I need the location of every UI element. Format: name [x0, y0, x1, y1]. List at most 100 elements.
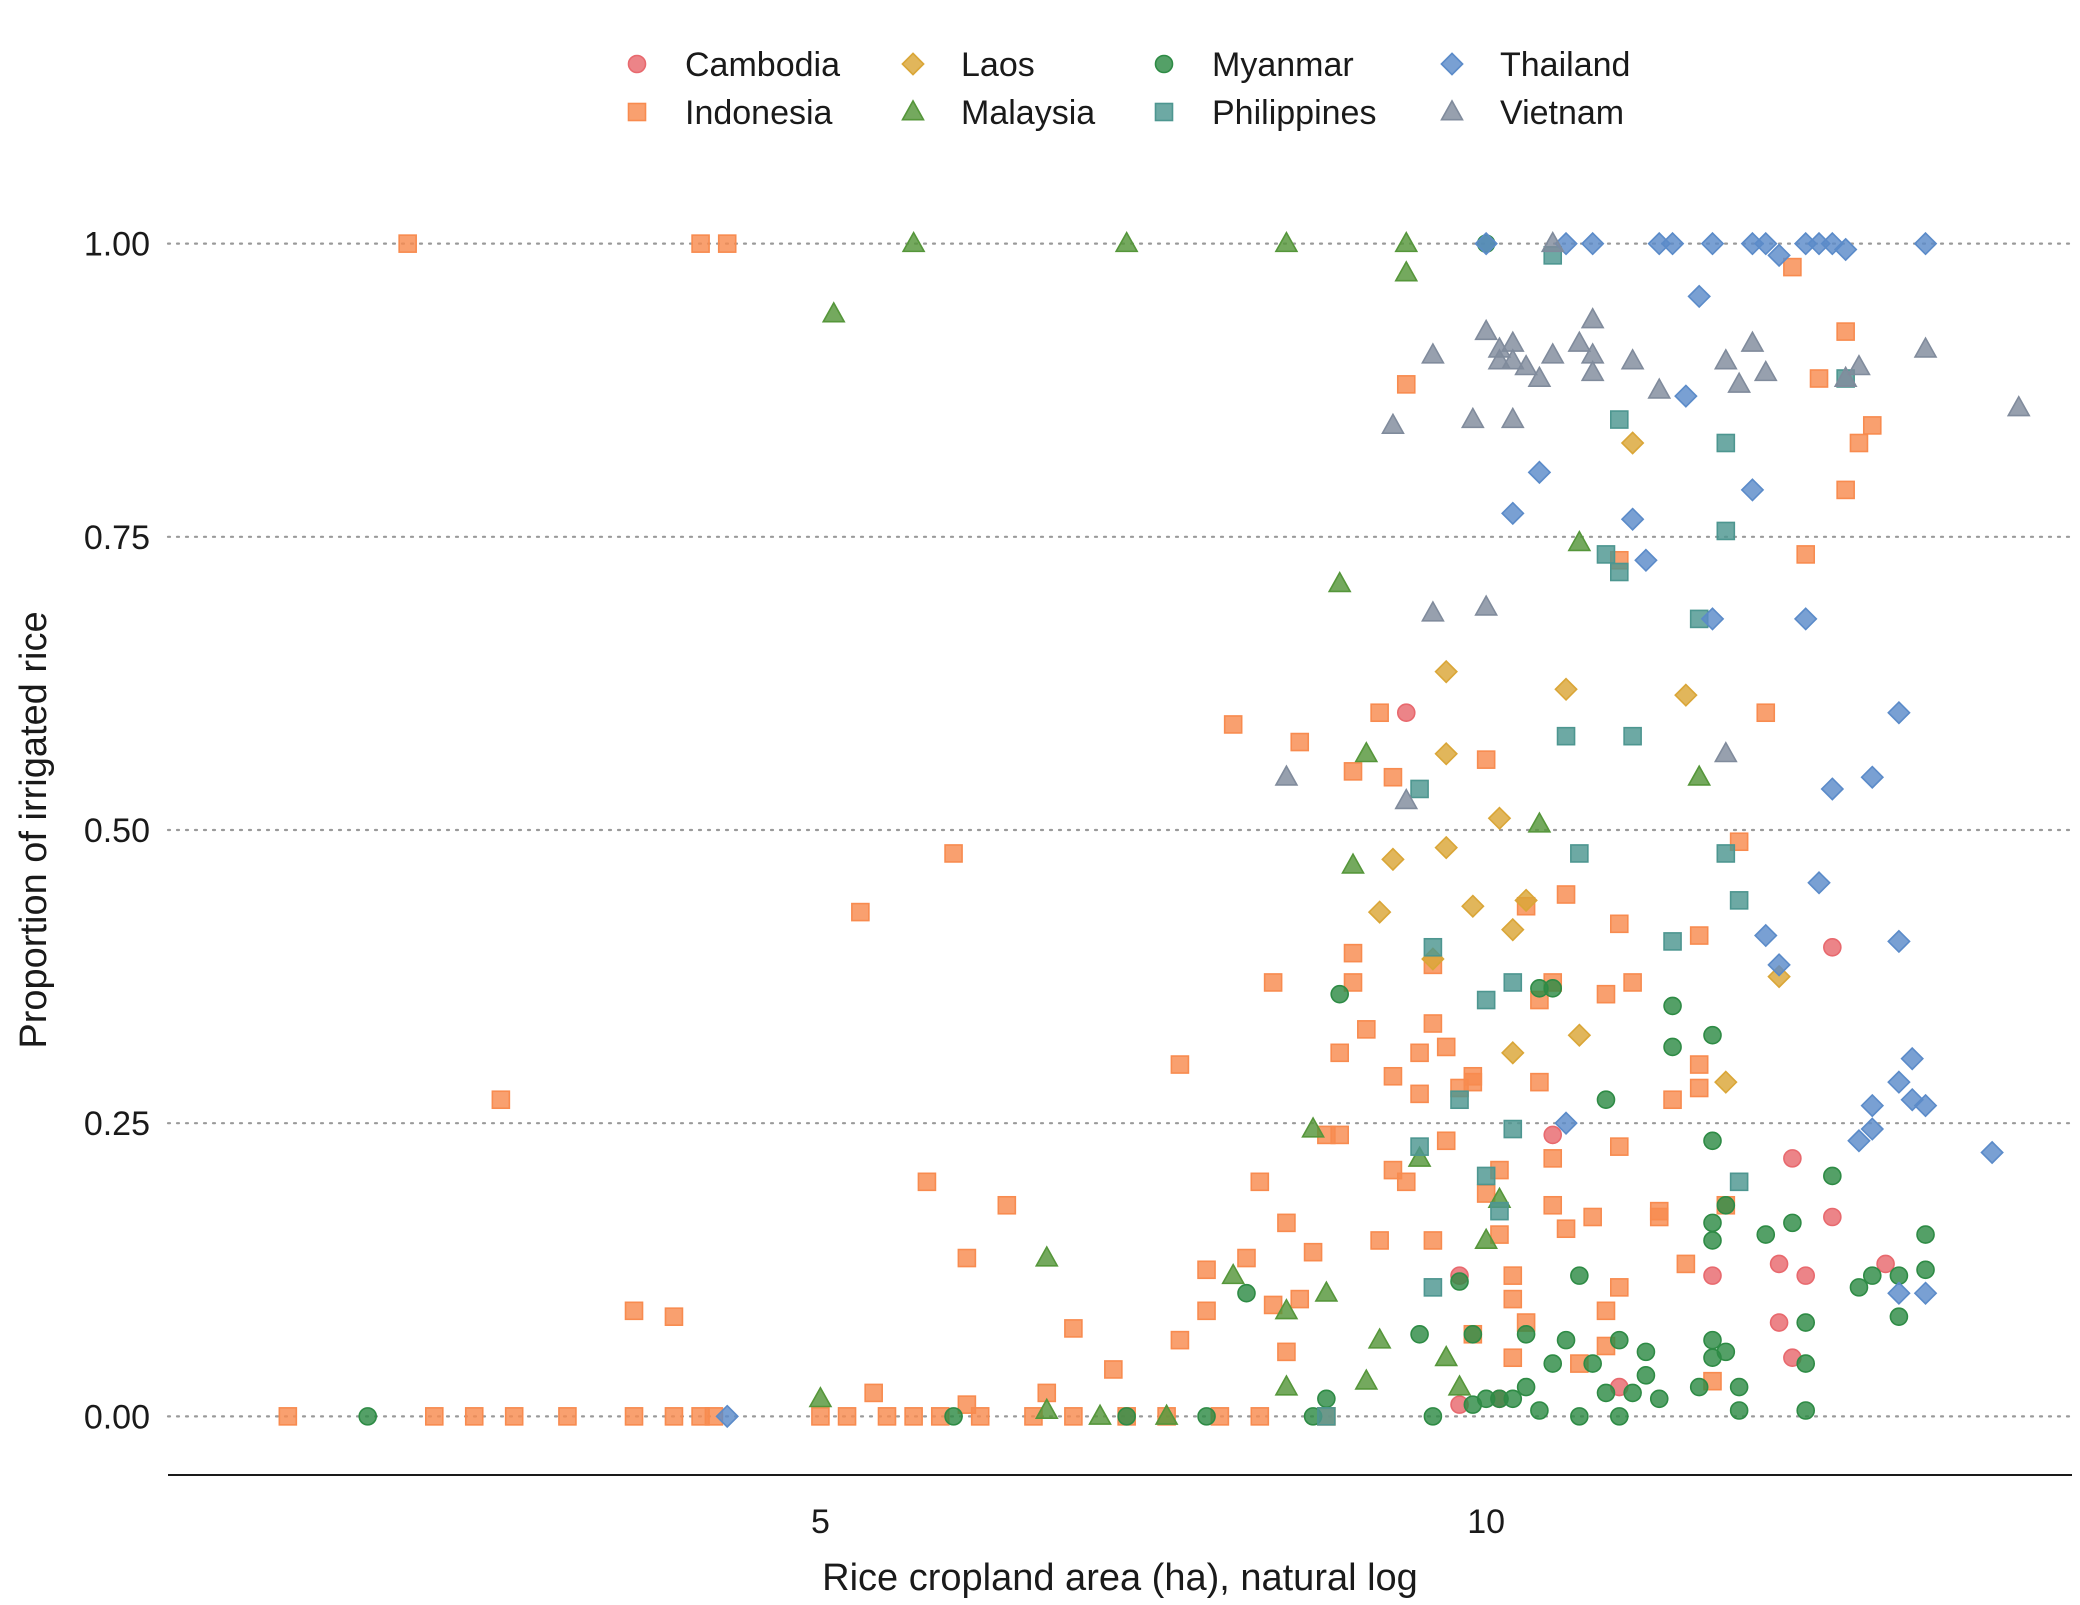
data-point-myanmar: [1916, 1260, 1935, 1280]
data-point-philippines: [1450, 1090, 1469, 1110]
legend-label-philippines: Philippines: [1212, 94, 1376, 132]
data-point-vietnam: [1474, 594, 1499, 616]
data-point-indonesia: [1237, 1248, 1256, 1268]
legend-marker-thailand: [1440, 52, 1464, 76]
data-point-indonesia: [558, 1407, 577, 1426]
data-point-indonesia: [1796, 545, 1816, 564]
data-point-myanmar: [1849, 1278, 1869, 1297]
data-point-thailand: [1860, 1093, 1885, 1118]
data-point-indonesia: [1476, 1184, 1496, 1203]
data-point-myanmar: [1543, 979, 1563, 998]
data-point-philippines: [1423, 1278, 1443, 1297]
data-point-malaysia: [1221, 1262, 1246, 1285]
data-point-indonesia: [957, 1395, 977, 1414]
data-point-malaysia: [808, 1386, 833, 1408]
data-point-indonesia: [1783, 257, 1802, 277]
data-point-vietnam: [1527, 365, 1552, 388]
data-point-indonesia: [1623, 973, 1642, 992]
data-point-indonesia: [864, 1383, 883, 1403]
data-point-malaysia: [1394, 230, 1419, 253]
data-point-indonesia: [624, 1301, 644, 1321]
data-point-indonesia: [1290, 1289, 1310, 1309]
data-point-indonesia: [957, 1248, 977, 1268]
legend-item-malaysia: Malaysia: [901, 94, 1095, 132]
data-point-vietnam: [1713, 348, 1738, 370]
data-point-myanmar: [1583, 1354, 1602, 1373]
data-point-thailand: [1887, 700, 1911, 725]
legend: Cambodia Indonesia Laos Malaysia Myanmar Phil…: [627, 46, 1630, 132]
data-point-malaysia: [1341, 852, 1365, 874]
data-point-philippines: [1476, 990, 1496, 1010]
data-point-thailand: [1634, 548, 1658, 573]
data-point-indonesia: [1170, 1330, 1190, 1350]
legend-marker-philippines: [1154, 102, 1174, 122]
data-point-cambodia: [1769, 1313, 1789, 1332]
data-point-indonesia: [1396, 375, 1416, 394]
legend-marker-vietnam: [1440, 99, 1464, 121]
data-point-philippines: [1490, 1201, 1509, 1221]
data-point-philippines: [1556, 726, 1576, 746]
data-point-indonesia: [1596, 1301, 1616, 1321]
data-point-vietnam: [1727, 371, 1751, 393]
y-axis-title: Proportion of irrigated rice: [13, 611, 55, 1048]
data-point-indonesia: [504, 1407, 524, 1426]
data-point-indonesia: [1370, 703, 1389, 723]
data-point-indonesia: [1849, 433, 1869, 453]
legend-label-myanmar: Myanmar: [1212, 46, 1354, 84]
data-point-thailand: [1700, 231, 1725, 256]
data-point-vietnam: [1540, 342, 1565, 364]
data-point-indonesia: [1263, 1295, 1283, 1315]
data-point-indonesia: [1330, 1043, 1349, 1063]
data-point-indonesia: [1610, 914, 1629, 934]
data-point-philippines: [1716, 844, 1736, 863]
data-point-philippines: [1423, 937, 1443, 957]
data-point-thailand: [1527, 460, 1552, 485]
data-point-indonesia: [1277, 1342, 1296, 1362]
data-point-myanmar: [1716, 1195, 1736, 1215]
data-point-myanmar: [1703, 1231, 1722, 1250]
data-point-indonesia: [1423, 1014, 1443, 1033]
data-point-indonesia: [1583, 1207, 1602, 1227]
data-point-indonesia: [1357, 1020, 1376, 1039]
data-point-indonesia: [1197, 1260, 1216, 1280]
data-point-thailand: [1913, 231, 1938, 256]
data-point-indonesia: [944, 844, 963, 863]
legend-item-indonesia: Indonesia: [627, 94, 833, 132]
data-point-myanmar: [1623, 1383, 1642, 1403]
data-point-thailand: [1887, 1070, 1911, 1094]
data-point-indonesia: [1064, 1319, 1083, 1338]
data-point-thailand: [1887, 1281, 1911, 1305]
data-point-cambodia: [1823, 1207, 1842, 1227]
data-point-vietnam: [1514, 354, 1538, 376]
data-point-vietnam: [1913, 336, 1938, 358]
data-point-indonesia: [1436, 1037, 1456, 1057]
data-point-laos: [1461, 894, 1485, 918]
data-point-philippines: [1570, 844, 1589, 863]
data-point-laos: [1434, 659, 1458, 684]
data-point-philippines: [1716, 433, 1736, 453]
data-point-malaysia: [1274, 230, 1299, 253]
data-point-vietnam: [1580, 307, 1605, 329]
data-point-laos: [1554, 677, 1578, 702]
data-point-indonesia: [1410, 1084, 1429, 1104]
data-point-indonesia: [1543, 1195, 1563, 1215]
data-point-indonesia: [1610, 1278, 1629, 1297]
legend-marker-laos: [901, 52, 925, 76]
data-point-myanmar: [1610, 1330, 1629, 1350]
legend-marker-malaysia: [901, 99, 925, 121]
data-point-indonesia: [1503, 1266, 1523, 1285]
data-point-indonesia: [624, 1407, 644, 1426]
data-point-cambodia: [1703, 1266, 1722, 1285]
data-point-laos: [1367, 900, 1392, 924]
data-point-myanmar: [358, 1407, 378, 1426]
data-point-vietnam: [1847, 354, 1871, 376]
data-point-laos: [1434, 742, 1458, 766]
data-point-indonesia: [1649, 1207, 1669, 1227]
data-point-myanmar: [1916, 1225, 1935, 1244]
legend-label-cambodia: Cambodia: [685, 46, 840, 84]
data-point-laos: [1381, 847, 1405, 872]
data-point-myanmar: [1596, 1383, 1616, 1403]
data-point-indonesia: [904, 1407, 923, 1426]
data-point-indonesia: [1556, 885, 1576, 904]
